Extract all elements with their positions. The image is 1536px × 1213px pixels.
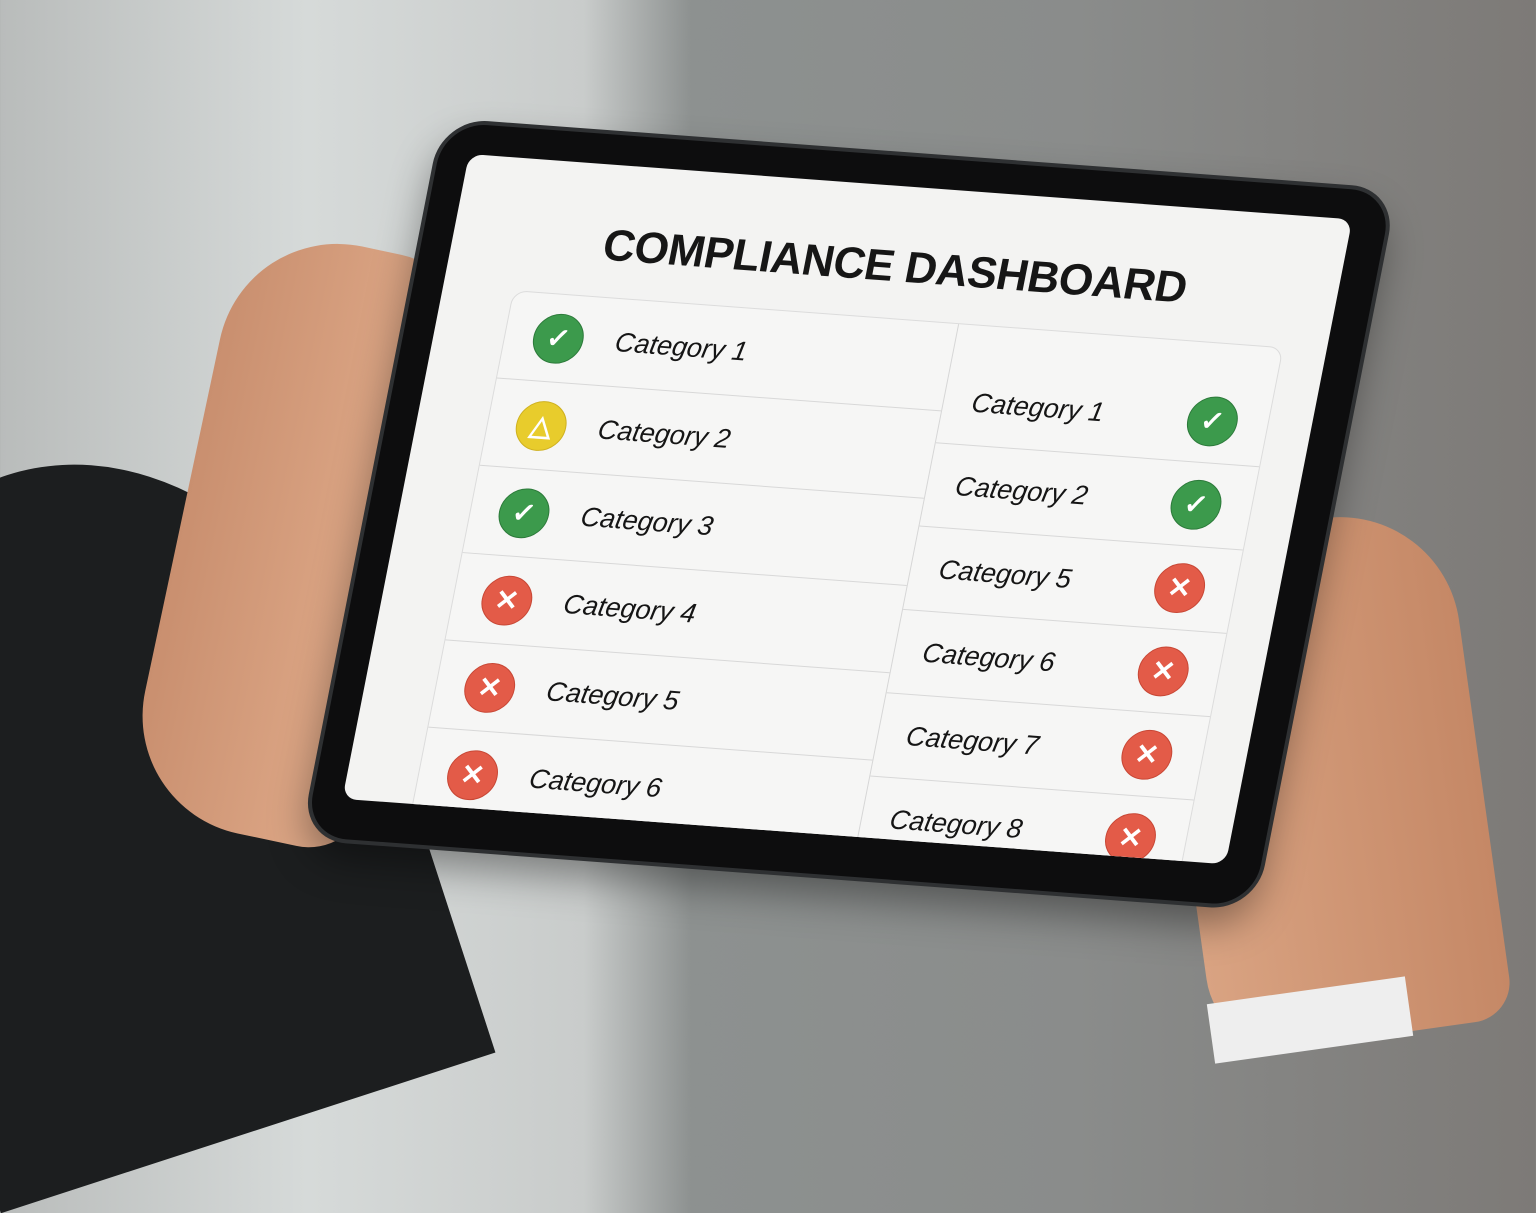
x-icon: ✕: [1149, 560, 1210, 615]
category-label: Category 8: [887, 804, 1025, 844]
category-label: Category 5: [543, 676, 682, 716]
category-label: Category 1: [969, 387, 1107, 428]
category-label: Category 4: [561, 588, 699, 629]
category-label: Category 5: [936, 554, 1075, 594]
x-icon: ✕: [459, 660, 520, 715]
check-icon: ✓: [1166, 477, 1226, 531]
warning-triangle-icon: △: [511, 398, 572, 453]
x-icon: ✕: [1133, 644, 1194, 698]
category-label: Category 7: [903, 721, 1042, 761]
x-icon: ✕: [1117, 727, 1177, 781]
category-label: Category 2: [595, 414, 733, 454]
category-label: Category 2: [952, 471, 1091, 511]
category-label: Category 6: [919, 637, 1058, 678]
category-label: Category 6: [526, 763, 665, 804]
check-icon: ✓: [528, 311, 589, 365]
category-label: Category 3: [578, 501, 716, 542]
x-icon: ✕: [477, 573, 537, 627]
compliance-card: ✓ Category 1 △ Category 2 ✓ Category 3 ✕ Catego…: [407, 290, 1284, 865]
x-icon: ✕: [1100, 810, 1161, 865]
check-icon: ✓: [494, 486, 554, 540]
tablet-screen: COMPLIANCE DASHBOARD ✓ Category 1 △ Categor…: [342, 153, 1353, 865]
x-icon: ✕: [442, 748, 503, 802]
check-icon: ✓: [1182, 394, 1243, 448]
category-label: Category 1: [612, 327, 751, 367]
tablet: COMPLIANCE DASHBOARD ✓ Category 1 △ Categor…: [304, 122, 1394, 907]
